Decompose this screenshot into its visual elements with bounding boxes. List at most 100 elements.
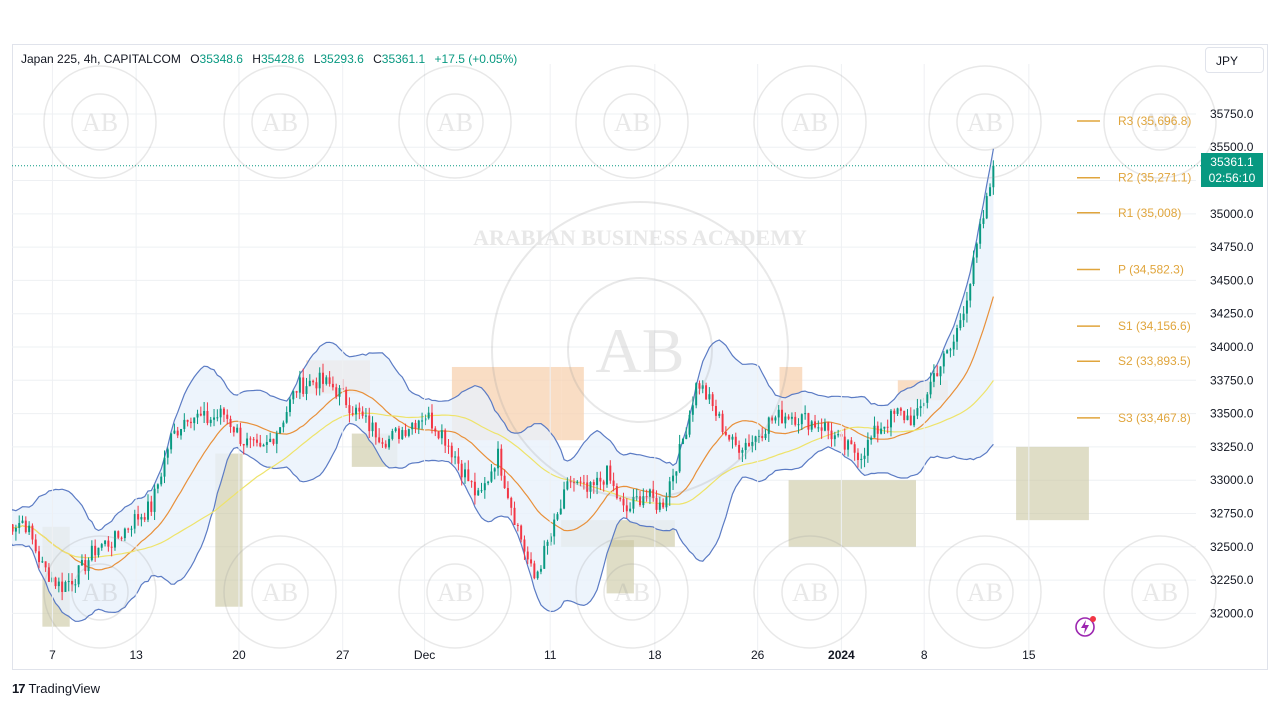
candle xyxy=(880,422,883,435)
candle-body xyxy=(781,409,784,424)
candle-body xyxy=(143,517,146,520)
open-label: O xyxy=(190,52,200,66)
candle xyxy=(232,426,235,437)
candle xyxy=(734,432,737,447)
candle-body xyxy=(939,366,942,377)
candle xyxy=(582,474,585,490)
candle xyxy=(738,440,741,460)
candle-body xyxy=(275,433,278,444)
candle xyxy=(814,414,817,429)
candle-body xyxy=(473,481,476,496)
candle xyxy=(698,380,701,395)
candle xyxy=(837,429,840,438)
candle-body xyxy=(226,414,229,419)
candle-body xyxy=(110,546,113,548)
candle xyxy=(757,429,760,444)
candle-body xyxy=(384,443,387,448)
pivot-label: S3 (33,467.8) xyxy=(1118,411,1191,425)
candle xyxy=(113,530,116,551)
candle-body xyxy=(932,373,935,382)
candle-body xyxy=(355,407,358,415)
candle xyxy=(24,516,27,534)
candle-body xyxy=(602,481,605,485)
candle xyxy=(193,417,196,431)
candle-body xyxy=(222,408,225,415)
candle-body xyxy=(24,520,27,533)
brand-footer[interactable]: 17 TradingView xyxy=(12,681,100,696)
lightning-icon[interactable] xyxy=(1074,614,1098,638)
candle xyxy=(596,471,599,495)
candle-body xyxy=(255,439,258,443)
candle xyxy=(61,572,64,601)
x-tick-label: 13 xyxy=(129,648,143,662)
watermark-seal: AB xyxy=(575,65,689,179)
candle-body xyxy=(533,563,536,579)
symbol-title: Japan 225, 4h, CAPITALCOM xyxy=(21,52,181,66)
candle-body xyxy=(411,422,414,430)
candle-body xyxy=(265,442,268,445)
candle-body xyxy=(833,435,836,440)
x-tick-label: 15 xyxy=(1022,648,1036,662)
candle xyxy=(860,453,863,469)
candle-body xyxy=(572,482,575,484)
candle xyxy=(870,435,873,445)
candle xyxy=(123,527,126,542)
candle-body xyxy=(18,523,21,528)
candle xyxy=(417,419,420,435)
candle xyxy=(876,421,879,443)
candle-body xyxy=(183,419,186,429)
candle-body xyxy=(249,438,252,440)
candle xyxy=(71,573,74,592)
candle xyxy=(127,527,130,533)
candle-body xyxy=(107,540,110,547)
candle-body xyxy=(599,477,602,482)
candle-body xyxy=(837,434,840,436)
candle xyxy=(137,505,140,526)
candle-body xyxy=(12,524,14,532)
candle xyxy=(110,541,113,557)
candle-body xyxy=(979,223,982,244)
watermark-initials: AB xyxy=(967,578,1003,607)
watermark-initials: AB xyxy=(967,108,1003,137)
candle-body xyxy=(721,413,724,432)
watermark-seal: AB xyxy=(1103,535,1217,649)
candle-body xyxy=(213,417,216,420)
currency-button[interactable]: JPY xyxy=(1205,47,1264,73)
low-label: L xyxy=(313,52,321,66)
candle xyxy=(576,480,579,485)
candle xyxy=(523,535,526,560)
watermark-initials: AB xyxy=(614,108,650,137)
candle-body xyxy=(596,477,599,486)
candle-body xyxy=(830,430,833,440)
candle-body xyxy=(741,450,744,453)
y-tick-label: 33500.0 xyxy=(1210,407,1254,421)
candle-body xyxy=(566,481,569,490)
candle xyxy=(886,419,889,434)
candle-body xyxy=(170,433,173,450)
candle-body xyxy=(738,444,741,453)
candle-body xyxy=(41,561,44,563)
x-tick-label: 8 xyxy=(921,648,928,662)
candle-body xyxy=(625,505,628,512)
candle-body xyxy=(685,434,688,440)
candle xyxy=(226,409,229,425)
candle-body xyxy=(946,350,949,354)
candle-body xyxy=(21,520,24,524)
candle xyxy=(681,437,684,445)
candle-body xyxy=(886,426,889,428)
candle-body xyxy=(992,165,995,188)
symbol-legend: Japan 225, 4h, CAPITALCOM O35348.6 H3542… xyxy=(21,52,517,66)
candle-body xyxy=(563,489,566,509)
candle-body xyxy=(652,489,655,499)
candle xyxy=(14,524,17,541)
candle xyxy=(856,448,859,468)
candle xyxy=(272,438,275,446)
candle xyxy=(255,433,258,447)
x-tick-label: 7 xyxy=(49,648,56,662)
supply-zone xyxy=(561,366,584,441)
candle xyxy=(282,420,285,433)
watermark-initials: AB xyxy=(437,108,473,137)
candle xyxy=(107,535,110,552)
candle-body xyxy=(388,438,391,448)
